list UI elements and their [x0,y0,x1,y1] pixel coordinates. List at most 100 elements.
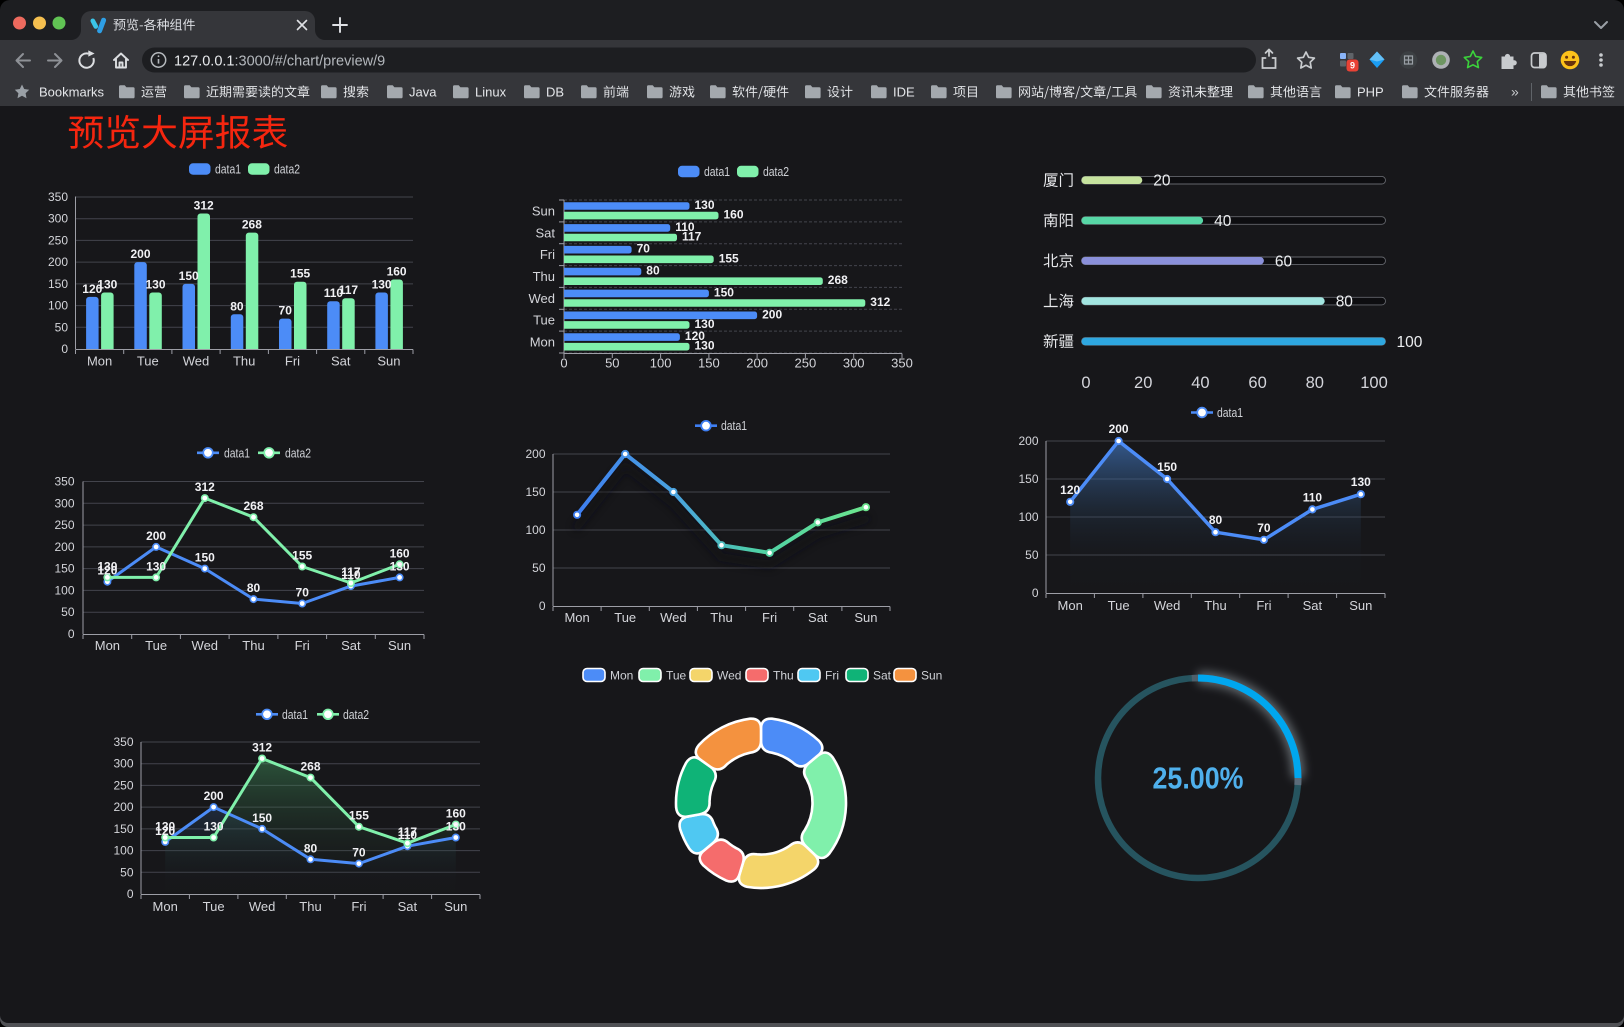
svg-text:Wed: Wed [717,669,741,683]
svg-text:data2: data2 [285,446,311,460]
svg-text:Mon: Mon [564,610,589,625]
svg-text:50: 50 [120,865,134,879]
svg-text:80: 80 [646,264,660,278]
svg-text:Thu: Thu [299,899,321,914]
svg-text:120: 120 [82,282,102,296]
svg-text:Sat: Sat [1303,598,1323,613]
svg-text:160: 160 [724,208,744,222]
svg-text:Thu: Thu [233,354,255,369]
svg-text:Sat: Sat [808,610,828,625]
svg-text:200: 200 [1018,434,1038,448]
svg-text:data1: data1 [704,165,730,179]
svg-text:117: 117 [339,283,359,297]
svg-text:110: 110 [398,828,418,842]
svg-text:300: 300 [113,757,133,771]
svg-text:Tue: Tue [533,313,555,328]
svg-text:Sat: Sat [341,638,361,653]
svg-text:130: 130 [1351,475,1371,489]
svg-text:155: 155 [292,549,312,563]
svg-text:127.0.0.1:3000/#/chart/preview: 127.0.0.1:3000/#/chart/preview/9 [174,54,385,70]
svg-text:Mon: Mon [95,638,120,653]
svg-text:0: 0 [539,599,546,613]
svg-text:Sat: Sat [535,225,555,240]
svg-text:Linux: Linux [475,85,507,100]
svg-text:200: 200 [762,307,782,321]
svg-text:100: 100 [48,299,68,313]
svg-text:120: 120 [685,329,705,343]
svg-text:data1: data1 [721,419,747,433]
svg-text:200: 200 [746,356,768,371]
svg-text:Sun: Sun [921,669,942,683]
svg-text:0: 0 [1081,374,1090,392]
svg-text:350: 350 [48,190,68,204]
svg-text:268: 268 [243,499,263,513]
svg-text:155: 155 [290,267,310,281]
svg-text:Tue: Tue [137,354,159,369]
svg-text:Tue: Tue [614,610,636,625]
svg-text:IDE: IDE [893,85,915,100]
svg-text:130: 130 [155,820,175,834]
svg-text:data2: data2 [274,163,300,177]
svg-text:Sun: Sun [532,203,555,218]
svg-text:50: 50 [55,320,69,334]
svg-text:Sat: Sat [331,354,351,369]
svg-text:Wed: Wed [192,638,219,653]
svg-text:100: 100 [54,583,74,597]
svg-text:312: 312 [870,295,890,309]
svg-text:160: 160 [390,546,410,560]
svg-text:Mon: Mon [87,354,112,369]
svg-text:Sun: Sun [854,610,877,625]
svg-text:Mon: Mon [610,669,633,683]
svg-text:Wed: Wed [249,899,276,914]
svg-text:9: 9 [1350,61,1355,71]
svg-text:80: 80 [1306,374,1324,392]
svg-text:Wed: Wed [660,610,687,625]
svg-text:data1: data1 [1217,406,1243,420]
svg-text:350: 350 [113,735,133,749]
svg-text:100: 100 [1360,374,1388,392]
svg-text:200: 200 [48,255,68,269]
svg-text:130: 130 [695,198,715,212]
svg-text:130: 130 [390,559,410,573]
svg-text:DB: DB [546,85,564,100]
svg-text:80: 80 [230,299,244,313]
svg-text:Fri: Fri [295,638,310,653]
svg-text:70: 70 [637,242,651,256]
svg-text:data1: data1 [282,708,308,722]
svg-text:70: 70 [279,304,293,318]
svg-text:Thu: Thu [710,610,732,625]
svg-text:200: 200 [525,447,545,461]
svg-text:150: 150 [252,811,272,825]
svg-text:Java: Java [409,85,437,100]
svg-text:200: 200 [146,529,166,543]
svg-text:Mon: Mon [1058,598,1083,613]
svg-text:300: 300 [843,356,865,371]
svg-text:80: 80 [304,841,318,855]
svg-text:150: 150 [179,269,199,283]
svg-text:268: 268 [828,273,848,287]
svg-text:70: 70 [352,846,366,860]
svg-text:data2: data2 [343,708,369,722]
svg-text:100: 100 [113,844,133,858]
svg-text:150: 150 [54,562,74,576]
svg-text:0: 0 [1032,586,1039,600]
svg-text:200: 200 [130,247,150,261]
svg-text:117: 117 [341,565,361,579]
svg-text:PHP: PHP [1357,85,1384,100]
svg-text:110: 110 [324,286,344,300]
svg-text:Bookmarks: Bookmarks [39,85,105,100]
svg-text:Wed: Wed [183,354,210,369]
svg-text:130: 130 [372,278,392,292]
svg-text:312: 312 [194,199,214,213]
svg-text:130: 130 [695,317,715,331]
svg-text:150: 150 [195,551,215,565]
svg-text:268: 268 [242,218,262,232]
svg-text:Tue: Tue [203,899,225,914]
svg-text:312: 312 [252,741,272,755]
svg-text:Sun: Sun [1349,598,1372,613]
svg-text:Mon: Mon [530,335,555,350]
svg-text:40: 40 [1191,374,1209,392]
svg-text:130: 130 [695,339,715,353]
svg-text:50: 50 [1025,548,1039,562]
svg-text:200: 200 [1109,422,1129,436]
